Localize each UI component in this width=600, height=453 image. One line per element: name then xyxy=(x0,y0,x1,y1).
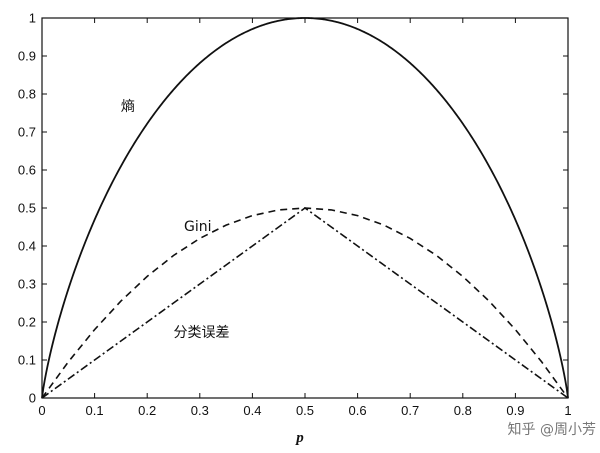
x-tick-label: 0.2 xyxy=(138,403,156,418)
y-tick-label: 0.7 xyxy=(18,125,36,140)
y-tick-label: 0.2 xyxy=(18,315,36,330)
y-tick-label: 0.1 xyxy=(18,353,36,368)
series-line-classification-error xyxy=(41,207,569,399)
watermark: 知乎 @周小芳 xyxy=(508,421,596,438)
annotations: 熵 Gini 分类误差 xyxy=(121,99,230,341)
y-tick-label: 0.4 xyxy=(18,239,36,254)
x-tick-label: 0 xyxy=(38,403,45,418)
series-line-entropy xyxy=(41,17,569,399)
x-tick-label: 0.9 xyxy=(506,403,524,418)
x-tick-label: 0.3 xyxy=(191,403,209,418)
y-tick-label: 1 xyxy=(29,11,36,26)
series-annotation: Gini xyxy=(184,219,212,235)
y-tick-label: 0.8 xyxy=(18,87,36,102)
y-axis: 0 0.1 0.2 0.3 0.4 0.5 0.6 0.7 0.8 0.9 1 xyxy=(18,11,568,406)
x-tick-label: 0.1 xyxy=(86,403,104,418)
x-tick-label: 0.5 xyxy=(296,403,314,418)
series-annotation: 熵 xyxy=(121,99,135,115)
x-tick-label: 0.7 xyxy=(401,403,419,418)
y-tick-label: 0 xyxy=(29,391,36,406)
x-tick-label: 1 xyxy=(564,403,571,418)
x-tick-label: 0.6 xyxy=(349,403,367,418)
x-axis-label: p xyxy=(294,430,304,446)
series-annotation: 分类误差 xyxy=(174,325,230,341)
y-tick-label: 0.6 xyxy=(18,163,36,178)
series-lines xyxy=(41,17,569,399)
series-line-gini xyxy=(41,207,569,399)
x-tick-label: 0.8 xyxy=(454,403,472,418)
x-tick-label: 0.4 xyxy=(243,403,261,418)
y-tick-label: 0.9 xyxy=(18,49,36,64)
y-tick-label: 0.5 xyxy=(18,201,36,216)
x-axis: 0 0.1 0.2 0.3 0.4 0.5 0.6 0.7 0.8 0.9 1 xyxy=(38,18,572,418)
y-tick-label: 0.3 xyxy=(18,277,36,292)
